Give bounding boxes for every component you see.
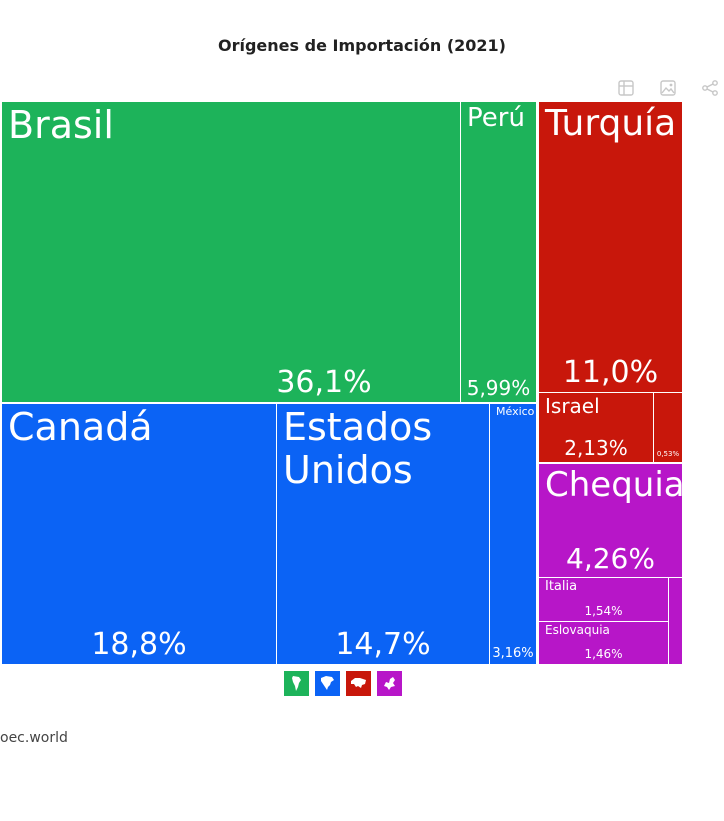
- treemap-tile-perú[interactable]: Perú 5,99%: [461, 102, 536, 402]
- tile-share: 1,54%: [584, 604, 623, 618]
- tile-share: 14,7%: [335, 627, 431, 662]
- treemap-tile-méxico[interactable]: México 3,16%: [490, 404, 536, 664]
- tile-share: 1,46%: [584, 647, 623, 661]
- legend-south-america[interactable]: [284, 671, 309, 696]
- tile-share: 36,1%: [276, 365, 372, 400]
- legend-asia[interactable]: [346, 671, 371, 696]
- download-image-button[interactable]: [658, 78, 678, 98]
- asia-icon: [351, 678, 366, 688]
- table-view-button[interactable]: [616, 78, 636, 98]
- table-icon: [618, 80, 634, 96]
- tile-name: Turquía: [545, 103, 677, 144]
- tile-share: 4,26%: [566, 542, 655, 575]
- chart-toolbar: [616, 78, 720, 98]
- tile-name: México: [496, 405, 535, 418]
- tile-share: 0,53%: [656, 450, 680, 458]
- tile-name: Brasil: [8, 103, 114, 147]
- treemap-tile-israel[interactable]: Israel 2,13%: [539, 393, 653, 462]
- treemap-tile-eslovaquia[interactable]: Eslovaquia 1,46%: [539, 622, 668, 664]
- legend-north-america[interactable]: [315, 671, 340, 696]
- chart-title: Orígenes de Importación (2021): [218, 36, 506, 55]
- treemap-tile-turquía[interactable]: Turquía 11,0%: [539, 102, 682, 392]
- europe-icon: [384, 677, 395, 690]
- south-america-icon: [292, 676, 301, 691]
- tile-share: 2,13%: [564, 436, 628, 460]
- tile-name: Perú: [467, 103, 525, 133]
- treemap-tile-italia[interactable]: Italia 1,54%: [539, 578, 668, 621]
- treemap-tile-chequia[interactable]: Chequia 4,26%: [539, 464, 682, 577]
- tile-name: Eslovaquia: [545, 623, 610, 637]
- tile-name: Estados Unidos: [283, 405, 433, 492]
- continent-legend: [284, 671, 402, 696]
- share-icon: [702, 80, 718, 96]
- share-button[interactable]: [700, 78, 720, 98]
- image-icon: [660, 80, 676, 96]
- tile-name: Canadá: [8, 405, 153, 449]
- tile-share: 11,0%: [562, 355, 659, 390]
- tile-share: 3,16%: [492, 646, 534, 661]
- treemap-tile-brasil[interactable]: Brasil 36,1%: [2, 102, 460, 402]
- treemap-tile-canadá[interactable]: Canadá 18,8%: [2, 404, 276, 664]
- treemap-tile-estados-unidos[interactable]: Estados Unidos 14,7%: [277, 404, 489, 664]
- tile-name: Chequia: [545, 465, 682, 505]
- legend-europe[interactable]: [377, 671, 402, 696]
- treemap-tile-other[interactable]: 0,53%: [654, 393, 682, 462]
- source-label: oec.world: [0, 730, 68, 746]
- tile-name: Italia: [545, 579, 578, 594]
- tile-share: 5,99%: [466, 376, 531, 400]
- treemap-tile-other[interactable]: [669, 578, 682, 664]
- tile-share: 18,8%: [91, 627, 187, 662]
- tile-name: Israel: [545, 394, 600, 418]
- north-america-icon: [321, 676, 334, 690]
